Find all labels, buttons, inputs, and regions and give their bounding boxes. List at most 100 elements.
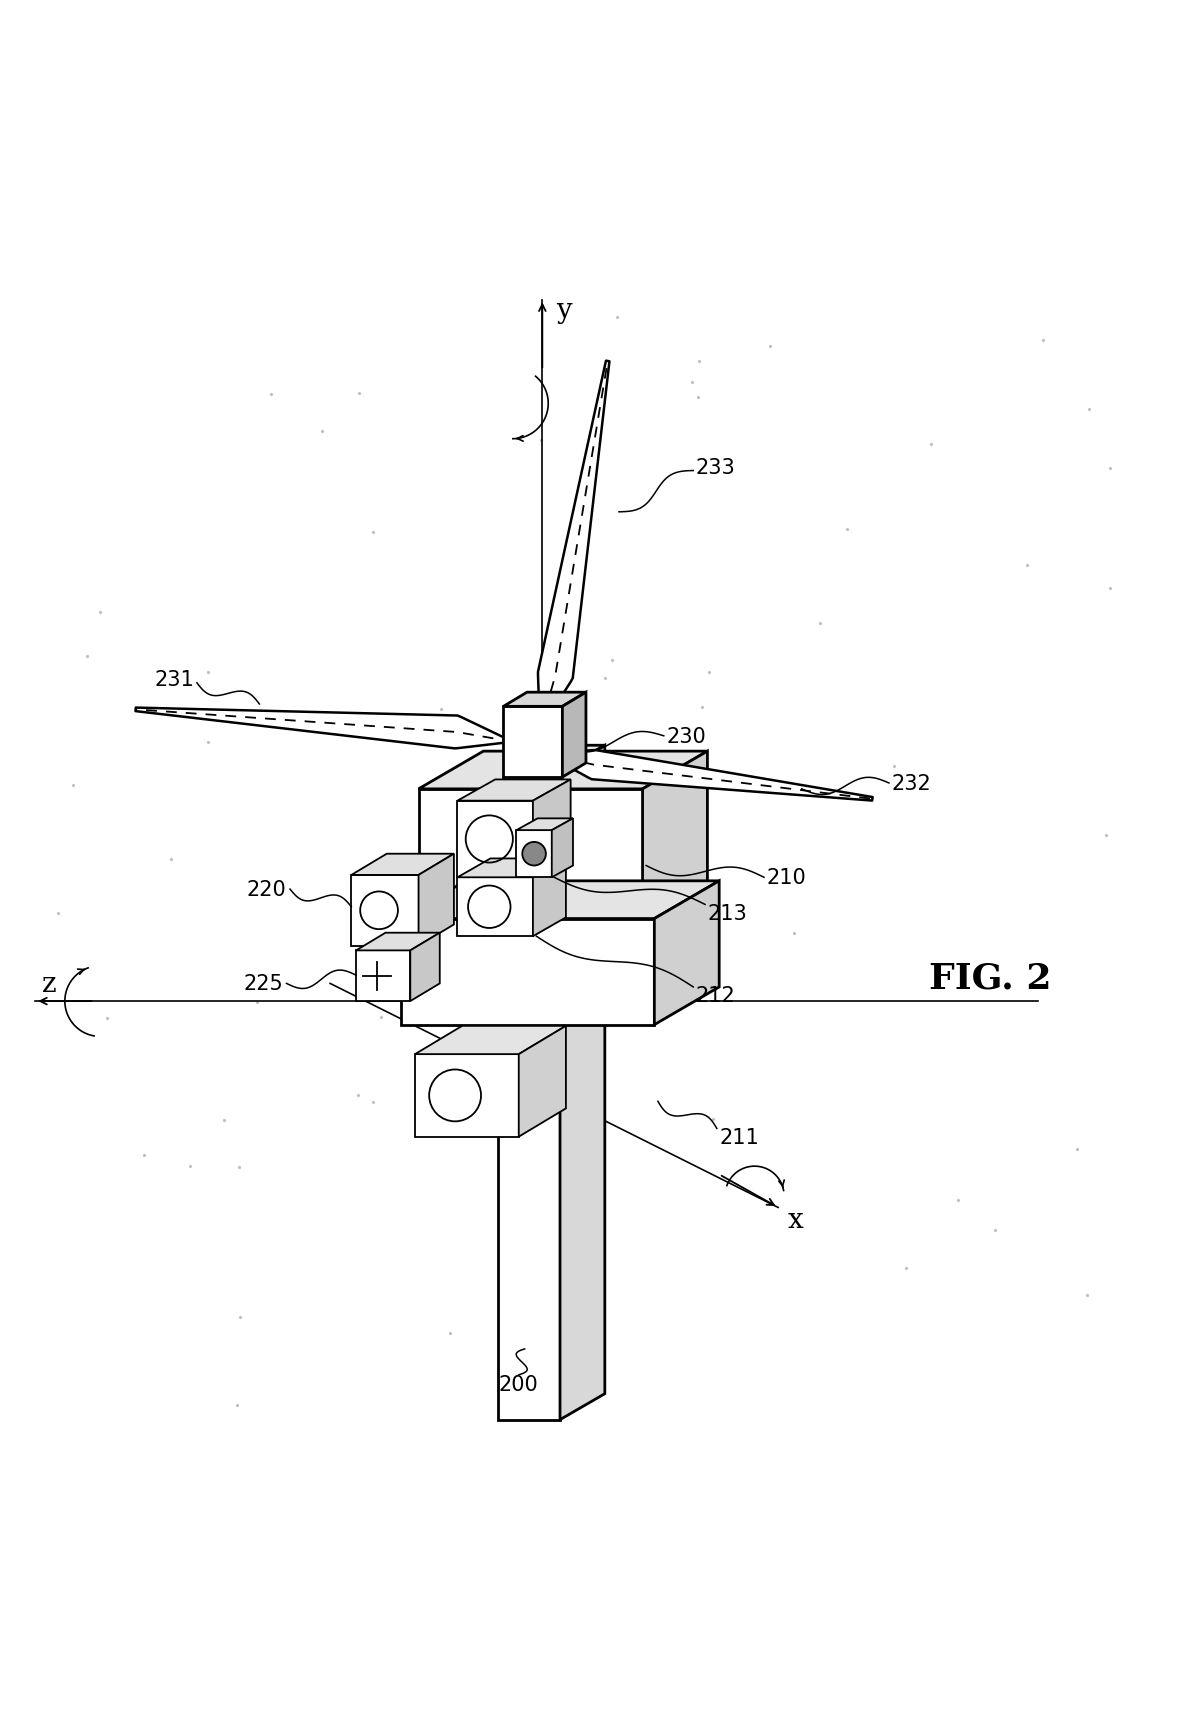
Point [48,899,67,927]
Point [1080,397,1099,424]
Polygon shape [419,790,643,920]
Point [262,381,281,409]
Text: 230: 230 [666,726,706,746]
Point [1101,454,1120,481]
Point [574,878,593,906]
Polygon shape [498,772,560,1420]
Point [180,1152,199,1179]
Text: 231: 231 [154,670,195,689]
Point [64,772,83,800]
Point [349,1081,368,1108]
Point [607,305,626,333]
Point [690,348,709,376]
Polygon shape [562,693,586,778]
Point [134,1141,153,1169]
Polygon shape [351,875,419,946]
Text: 233: 233 [696,457,736,478]
Point [248,989,266,1017]
Point [441,1320,460,1347]
Text: 212: 212 [696,986,736,1006]
Point [811,610,830,637]
Polygon shape [356,934,440,951]
Point [514,1152,533,1179]
Point [312,417,331,445]
Polygon shape [533,859,566,937]
Point [350,381,369,409]
Polygon shape [457,878,533,937]
Point [692,693,711,721]
Point [1078,1282,1096,1309]
Point [632,861,651,889]
Point [595,665,614,693]
Text: 213: 213 [707,902,747,923]
Text: 232: 232 [891,774,931,793]
Point [199,729,218,757]
Text: 200: 200 [499,1375,539,1394]
Polygon shape [533,779,571,878]
Polygon shape [351,854,454,875]
Polygon shape [503,707,562,778]
Point [215,1107,233,1134]
Point [371,1003,390,1031]
Polygon shape [552,819,573,878]
Point [699,658,718,686]
Polygon shape [415,1027,566,1055]
Polygon shape [419,752,707,790]
Text: 211: 211 [719,1128,759,1147]
Point [505,1202,523,1230]
Polygon shape [136,708,513,748]
Point [1034,327,1053,355]
Point [784,920,803,947]
Point [837,516,856,544]
Text: 220: 220 [246,880,286,899]
Point [162,845,180,873]
Polygon shape [519,1027,566,1136]
Text: y: y [555,296,572,324]
Point [986,1216,1005,1244]
Polygon shape [516,819,573,831]
Point [689,383,707,410]
Point [231,1304,250,1332]
Polygon shape [457,859,566,878]
Point [896,1254,915,1282]
Polygon shape [538,362,610,731]
Point [683,369,702,397]
Polygon shape [654,882,719,1025]
Polygon shape [419,854,454,946]
Point [885,753,904,781]
Point [704,1105,723,1133]
Polygon shape [457,802,533,878]
Circle shape [522,842,546,866]
Point [922,431,941,459]
Text: z: z [42,970,57,998]
Polygon shape [457,779,571,802]
Point [228,1391,246,1419]
Polygon shape [498,746,605,772]
Polygon shape [643,752,707,920]
Text: FIG. 2: FIG. 2 [929,961,1052,994]
Polygon shape [401,920,654,1025]
Polygon shape [356,951,410,1001]
Point [760,333,779,360]
Point [948,1186,967,1214]
Polygon shape [545,750,872,802]
Text: 210: 210 [766,868,806,889]
Polygon shape [516,831,552,878]
Point [199,658,218,686]
Point [91,599,110,627]
Polygon shape [560,746,605,1420]
Point [229,1154,248,1181]
Point [1017,553,1036,580]
Point [78,643,97,670]
Point [602,646,621,674]
Point [98,1005,117,1032]
Text: 225: 225 [243,973,283,994]
Text: x: x [788,1205,804,1233]
Polygon shape [503,693,586,707]
Point [363,518,382,546]
Point [432,695,450,722]
Polygon shape [410,934,440,1001]
Polygon shape [415,1055,519,1136]
Point [1096,821,1115,849]
Point [1100,575,1119,603]
